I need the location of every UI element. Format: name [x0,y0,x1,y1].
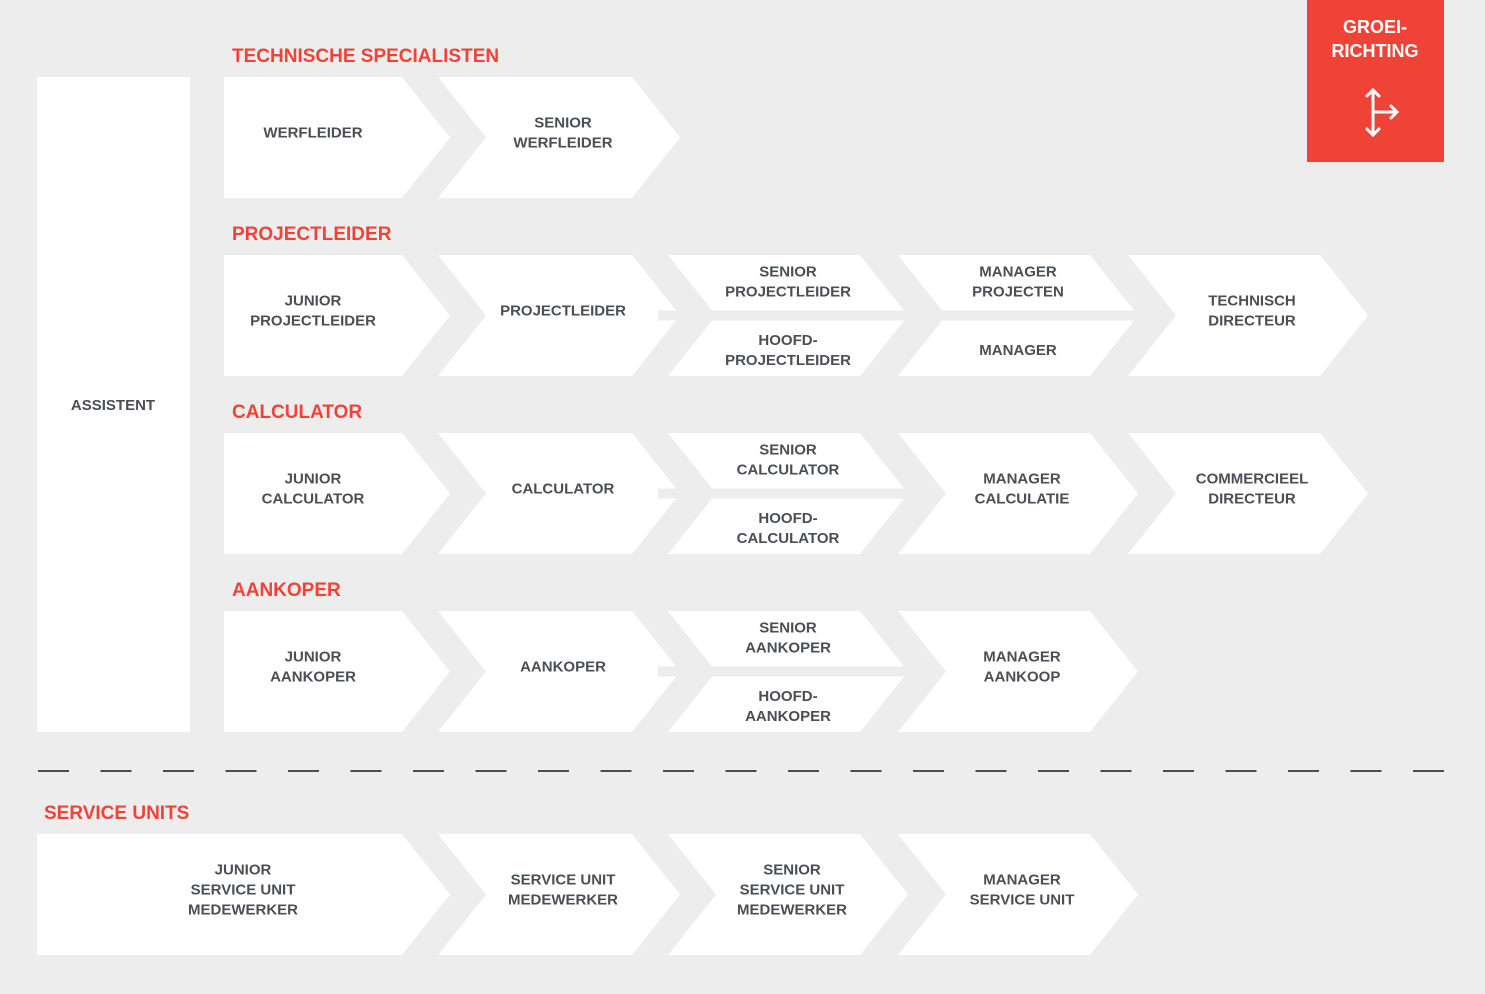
chevron-box [224,77,450,198]
career-step: MANAGER AANKOOP [898,611,1138,732]
branch-arrows-icon [1365,87,1400,138]
career-step-label: AANKOPER [520,659,606,676]
chevron-box [1128,433,1368,554]
career-step-label: SENIOR AANKOPER [745,619,831,656]
career-step-label: MANAGER [979,342,1057,359]
career-step: SENIOR WERFLEIDER [438,77,680,198]
service-step-label: SENIOR SERVICE UNIT MEDEWERKER [737,862,847,919]
split-gap [658,488,918,499]
chevron-box [668,834,908,955]
chevron-box [37,834,450,955]
career-step-label: CALCULATOR [512,481,615,498]
career-step-label: HOOFD-PROJECTLEIDER [725,332,851,369]
career-step: SENIOR AANKOPER HOOFD-AANKOPER [658,611,918,732]
career-step-label: PROJECTLEIDER [500,303,626,320]
chevron-box [438,255,680,376]
career-step: WERFLEIDER [224,77,450,198]
career-step-label: MANAGER CALCULATIE [975,471,1070,508]
chevron-box [898,834,1138,955]
career-step-label: SENIOR PROJECTLEIDER [725,263,851,300]
career-step: MANAGER CALCULATIE [898,433,1138,554]
service-step-label: MANAGER SERVICE UNIT [970,872,1075,909]
career-step-label: SENIOR CALCULATOR [737,441,840,478]
row-title: TECHNISCHE SPECIALISTEN [232,46,499,67]
career-step: JUNIOR PROJECTLEIDER [224,255,450,376]
career-step: COMMERCIEEL DIRECTEUR [1128,433,1368,554]
chevron-box [1128,255,1368,376]
chevron-box [438,834,680,955]
service-step: MANAGER SERVICE UNIT [898,834,1138,955]
service-step: SENIOR SERVICE UNIT MEDEWERKER [668,834,908,955]
chevron-box [898,611,1138,732]
career-step-label: WERFLEIDER [263,125,362,142]
career-step-label: MANAGER PROJECTEN [972,263,1064,300]
chevron-box [224,255,450,376]
row-title: CALCULATOR [232,402,362,423]
career-step-label: JUNIOR CALCULATOR [262,471,365,508]
service-step: JUNIOR SERVICE UNIT MEDEWERKER [37,834,450,955]
career-step: SENIOR CALCULATOR HOOFD-CALCULATOR [658,433,918,554]
split-gap [658,666,918,677]
split-gap [888,310,1148,321]
chevron-box [898,433,1138,554]
career-step-label: TECHNISCH DIRECTEUR [1208,293,1296,330]
career-step-label: JUNIOR PROJECTLEIDER [250,293,376,330]
career-step: MANAGER PROJECTEN MANAGER [888,255,1148,376]
career-step: CALCULATOR [438,433,680,554]
service-step-label: SERVICE UNIT MEDEWERKER [508,872,618,909]
service-title: SERVICE UNITS [44,803,189,824]
chevron-box [224,611,450,732]
career-step-label: JUNIOR AANKOPER [270,649,356,686]
chevron-box [438,433,680,554]
service-step-label: JUNIOR SERVICE UNIT MEDEWERKER [188,862,298,919]
career-step: TECHNISCH DIRECTEUR [1128,255,1368,376]
career-step-label: MANAGER AANKOOP [983,649,1061,686]
career-step-label: SENIOR WERFLEIDER [513,115,612,152]
career-step: AANKOPER [438,611,680,732]
legend-title: GROEI-RICHTING [1332,17,1419,61]
chevron-box [224,433,450,554]
career-step-label: HOOFD-AANKOPER [745,688,831,725]
career-step: JUNIOR AANKOPER [224,611,450,732]
career-step: SENIOR PROJECTLEIDER HOOFD-PROJECTLEIDER [658,255,918,376]
growth-direction-legend: GROEI-RICHTING [1307,0,1444,162]
split-gap [658,310,918,321]
assistant-box [37,77,190,732]
row-title: PROJECTLEIDER [232,224,392,245]
row-title: AANKOPER [232,580,341,601]
career-step: PROJECTLEIDER [438,255,680,376]
service-step: SERVICE UNIT MEDEWERKER [438,834,680,955]
career-step-label: COMMERCIEEL DIRECTEUR [1196,471,1309,508]
chevron-box [438,611,680,732]
career-step: JUNIOR CALCULATOR [224,433,450,554]
career-step-label: HOOFD-CALCULATOR [737,510,840,547]
chevron-box [438,77,680,198]
assistant-label: ASSISTENT [71,397,155,414]
